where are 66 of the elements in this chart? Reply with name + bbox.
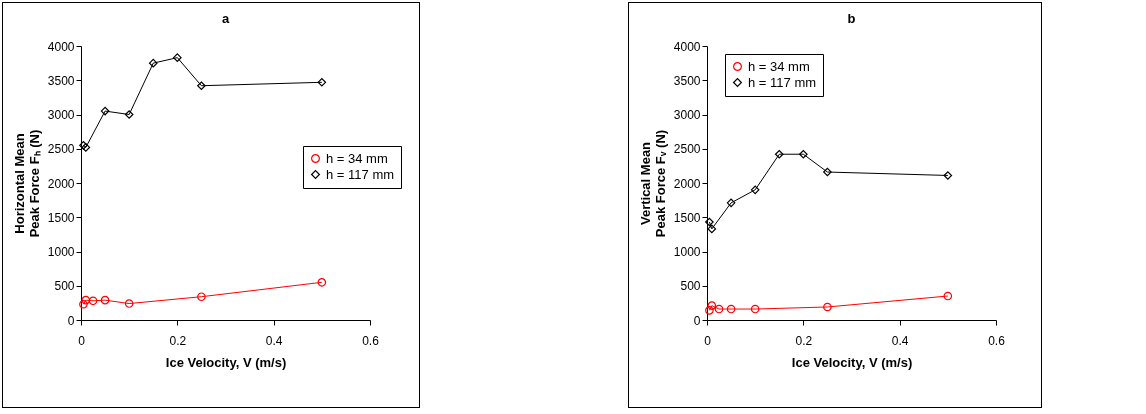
point bbox=[317, 78, 327, 87]
y-tick-label: 500 bbox=[54, 279, 75, 294]
y-tick-label: 1500 bbox=[673, 210, 701, 225]
point bbox=[124, 299, 134, 308]
point bbox=[148, 58, 158, 68]
point bbox=[81, 295, 91, 305]
point bbox=[705, 217, 714, 227]
x-tick-label: 0 bbox=[704, 333, 712, 348]
point bbox=[707, 301, 717, 310]
y-tick-label: 0 bbox=[67, 313, 75, 328]
point bbox=[100, 295, 110, 305]
x-axis-title: Ice Velocity, V (m/s) bbox=[791, 354, 913, 370]
point bbox=[799, 149, 808, 159]
y-tick-label: 3500 bbox=[673, 73, 701, 88]
point bbox=[197, 81, 206, 91]
point bbox=[823, 302, 832, 312]
x-tick-label: 0.6 bbox=[362, 333, 380, 348]
y-tick-label: 1000 bbox=[673, 245, 701, 259]
point bbox=[707, 224, 717, 234]
x-tick-label: 0 bbox=[78, 333, 86, 348]
point bbox=[197, 292, 206, 302]
legend-label: h = 117 mm bbox=[748, 74, 817, 90]
y-tick-label: 1000 bbox=[47, 245, 75, 259]
point bbox=[317, 278, 327, 287]
point bbox=[100, 106, 110, 116]
y-tick-label: 2000 bbox=[673, 176, 701, 191]
y-tick-label: 1500 bbox=[47, 210, 75, 225]
chart-title: a bbox=[221, 11, 230, 26]
legend-label: h = 34 mm bbox=[326, 150, 388, 166]
y-tick-label: 500 bbox=[680, 279, 701, 294]
legend-label: h = 117 mm bbox=[326, 166, 395, 182]
y-tick-label: 0 bbox=[693, 313, 701, 328]
point bbox=[774, 149, 784, 159]
point bbox=[726, 304, 736, 314]
y-tick-label: 2000 bbox=[47, 176, 75, 191]
point bbox=[750, 304, 760, 314]
y-tick-label: 3000 bbox=[47, 108, 75, 122]
point bbox=[943, 291, 953, 301]
point bbox=[943, 171, 953, 180]
x-tick-label: 0.6 bbox=[988, 333, 1006, 348]
point bbox=[88, 296, 98, 306]
y-tick-label: 3000 bbox=[673, 108, 701, 122]
x-tick-label: 0.2 bbox=[169, 333, 187, 348]
point bbox=[173, 53, 182, 62]
point bbox=[823, 167, 832, 177]
point bbox=[705, 306, 714, 315]
y-axis-title: Horizontal Mean Peak Force Fₕ (N) bbox=[11, 129, 42, 238]
y-axis-title: Vertical Mean Peak Force Fᵥ (N) bbox=[637, 129, 668, 238]
y-tick-label: 4000 bbox=[673, 39, 701, 54]
y-tick-label: 3500 bbox=[47, 73, 75, 88]
y-tick-label: 2500 bbox=[673, 142, 701, 157]
legend-label: h = 34 mm bbox=[748, 58, 810, 74]
point bbox=[79, 141, 88, 150]
point bbox=[81, 143, 91, 152]
y-tick-label: 2500 bbox=[47, 142, 75, 157]
x-axis-title: Ice Velocity, V (m/s) bbox=[165, 354, 287, 370]
x-tick-label: 0.4 bbox=[891, 333, 909, 348]
chart-title: b bbox=[847, 11, 856, 26]
y-tick-label: 4000 bbox=[47, 39, 75, 54]
x-tick-label: 0.2 bbox=[795, 333, 813, 348]
x-tick-label: 0.4 bbox=[265, 333, 283, 348]
point bbox=[726, 198, 736, 208]
point bbox=[750, 185, 760, 195]
point bbox=[124, 110, 134, 119]
point bbox=[714, 304, 724, 314]
point bbox=[79, 299, 88, 309]
